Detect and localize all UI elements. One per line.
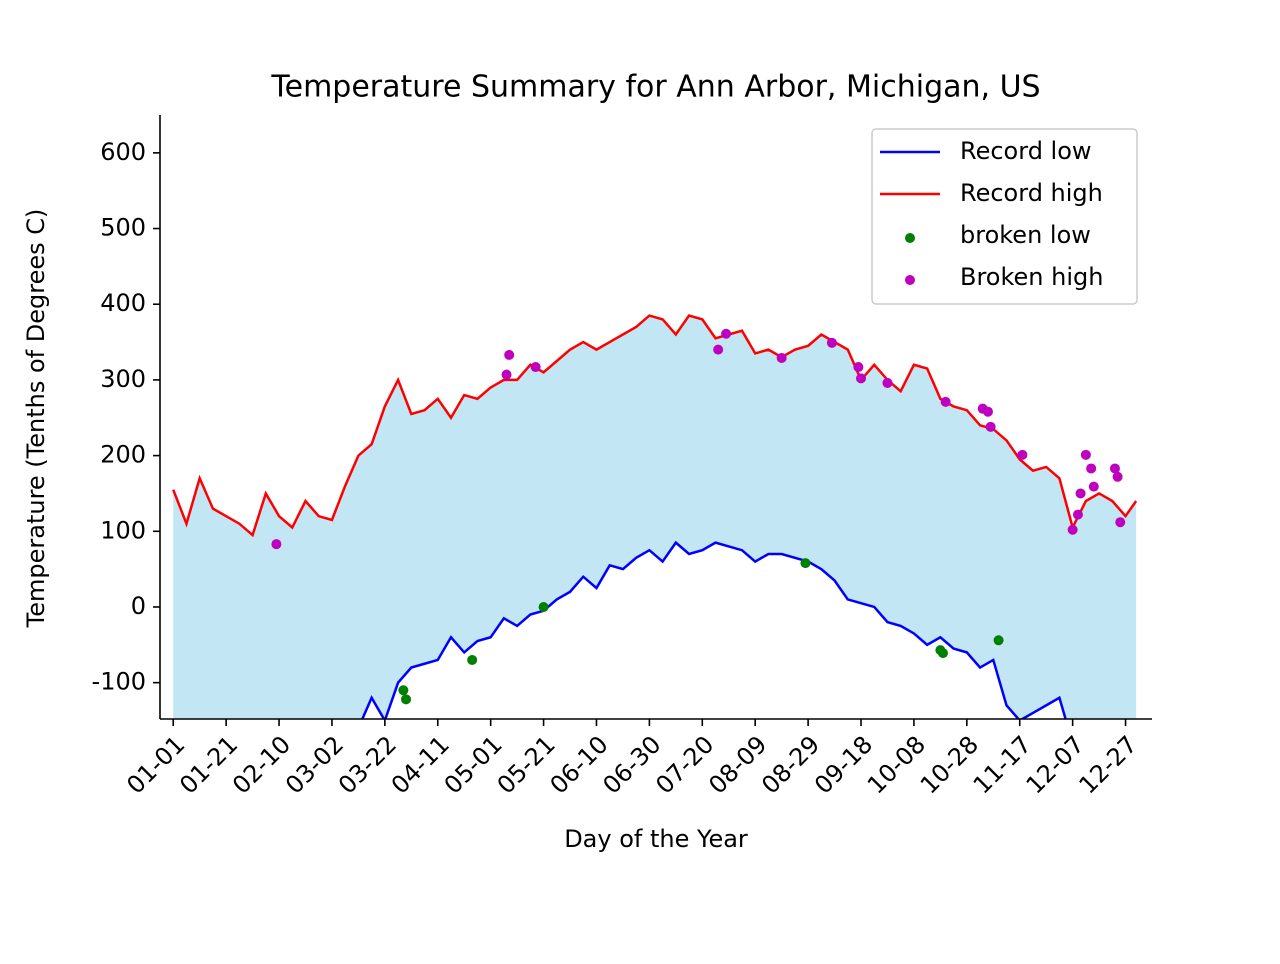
x-tick-label: 08-09 [703, 730, 772, 799]
scatter-point [1072, 509, 1083, 520]
legend-label: Record high [960, 179, 1103, 207]
x-tick-label: 11-17 [968, 730, 1037, 799]
x-tick-label: 04-11 [386, 730, 455, 799]
scatter-point [1086, 463, 1097, 474]
scatter-point [530, 362, 541, 373]
y-tick-label: 400 [100, 289, 146, 317]
x-axis-label: Day of the Year [564, 825, 748, 853]
legend-label: Record low [960, 137, 1092, 165]
x-tick-label: 09-18 [809, 730, 878, 799]
scatter-point [1112, 471, 1123, 482]
y-tick-label: 300 [100, 365, 146, 393]
y-tick-label: 0 [131, 592, 146, 620]
y-tick-label: 100 [100, 516, 146, 544]
x-tick-label: 10-28 [915, 730, 984, 799]
scatter-point [800, 558, 811, 569]
chart-title: Temperature Summary for Ann Arbor, Michi… [270, 70, 1040, 105]
x-tick-label: 10-08 [862, 730, 931, 799]
scatter-point [721, 328, 732, 339]
scatter-point [271, 539, 282, 550]
x-tick-label: 08-29 [756, 730, 825, 799]
scatter-point [1115, 517, 1126, 528]
x-tick-label: 01-01 [121, 730, 190, 799]
y-tick-label: 600 [100, 138, 146, 166]
scatter-point [1109, 463, 1120, 474]
scatter-point [504, 349, 515, 360]
y-axis-label: Temperature (Tenths of Degrees C) [22, 209, 50, 629]
scatter-point [826, 337, 837, 348]
x-tick-label: 03-02 [280, 730, 349, 799]
scatter-point [501, 369, 512, 380]
x-tick-label: 03-22 [333, 730, 402, 799]
legend-swatch [905, 233, 915, 243]
scatter-point [938, 648, 949, 659]
x-tick-label: 07-20 [650, 730, 719, 799]
scatter-point [985, 421, 996, 432]
scatter-point [1088, 481, 1099, 492]
scatter-point [1017, 449, 1028, 460]
scatter-point [856, 373, 867, 384]
scatter-point [1067, 524, 1078, 535]
scatter-point [538, 601, 549, 612]
series-line [172, 314, 1138, 538]
scatter-point [776, 352, 787, 363]
scatter-point [853, 362, 864, 373]
y-tick-label: -100 [92, 668, 146, 696]
scatter-point [1075, 488, 1086, 499]
x-tick-label: 01-21 [174, 730, 243, 799]
y-tick-label: 500 [100, 214, 146, 242]
x-tick-label: 12-07 [1021, 730, 1090, 799]
legend-label: Broken high [960, 263, 1103, 291]
scatter-point [467, 654, 478, 665]
scatter-point [1080, 449, 1091, 460]
scatter-point [398, 685, 409, 696]
x-tick-label: 06-10 [545, 730, 614, 799]
x-tick-label: 05-21 [492, 730, 561, 799]
x-tick-label: 06-30 [597, 730, 666, 799]
scatter-point [713, 344, 724, 355]
scatter-point [401, 694, 412, 705]
scatter-point [993, 635, 1004, 646]
scatter-point [882, 377, 893, 388]
legend-box [871, 128, 1138, 305]
range-fill [173, 315, 1137, 719]
legend-label: broken low [960, 221, 1091, 249]
plot-area [172, 314, 1138, 719]
x-tick-label: 12-27 [1074, 730, 1143, 799]
series-line [361, 540, 1126, 719]
scatter-point [982, 406, 993, 417]
y-tick-label: 200 [100, 441, 146, 469]
scatter-point [940, 396, 951, 407]
x-tick-label: 05-01 [439, 730, 508, 799]
x-tick-label: 02-10 [227, 730, 296, 799]
legend-swatch [905, 275, 915, 285]
